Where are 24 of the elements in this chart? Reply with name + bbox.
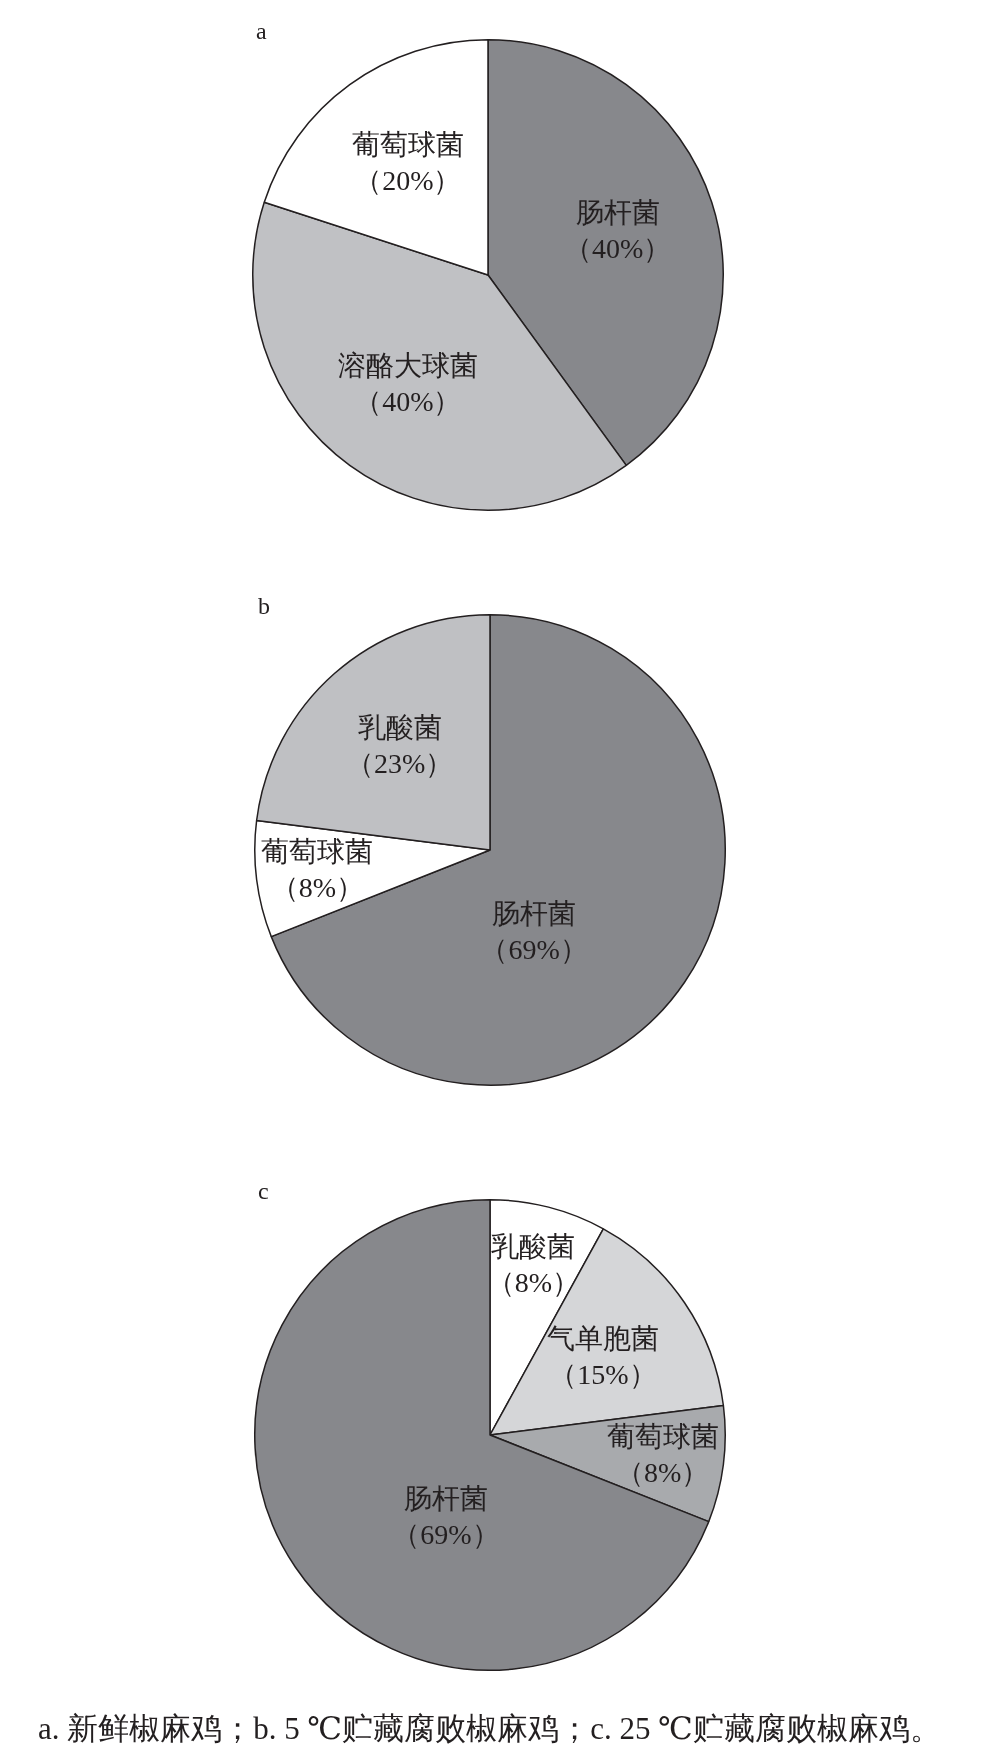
data-label: （69%） xyxy=(480,933,588,965)
chart-title: b xyxy=(258,593,270,619)
data-label: （20%） xyxy=(354,164,462,196)
slice-label: 肠杆菌 xyxy=(575,197,660,229)
data-label: （8%） xyxy=(486,1266,580,1298)
slice-label: 肠杆菌 xyxy=(403,1482,488,1514)
data-label: （8%） xyxy=(616,1457,710,1489)
slice-label: 乳酸菌 xyxy=(357,712,442,744)
slice-label: 溶酪大球菌 xyxy=(337,349,478,381)
chart-title: c xyxy=(258,1178,269,1204)
slice-label: 气单胞菌 xyxy=(546,1322,659,1354)
slice-label: 葡萄球菌 xyxy=(606,1421,719,1453)
text: a. 新鲜椒麻鸡；b. 5 ℃贮藏腐败椒麻鸡；c. 25 ℃贮藏腐败椒麻鸡。 xyxy=(38,1711,941,1747)
data-label: （8%） xyxy=(270,872,364,904)
slice-label: 肠杆菌 xyxy=(492,897,577,929)
data-label: （69%） xyxy=(392,1518,500,1550)
slice-label: 乳酸菌 xyxy=(491,1230,576,1262)
slice-label: 葡萄球菌 xyxy=(261,836,374,868)
chart-title: a xyxy=(256,18,267,44)
data-label: （15%） xyxy=(549,1358,657,1390)
data-label: （40%） xyxy=(564,233,672,265)
slice-label: 葡萄球菌 xyxy=(351,128,464,160)
data-label: （40%） xyxy=(354,385,462,417)
data-label: （23%） xyxy=(346,748,454,780)
